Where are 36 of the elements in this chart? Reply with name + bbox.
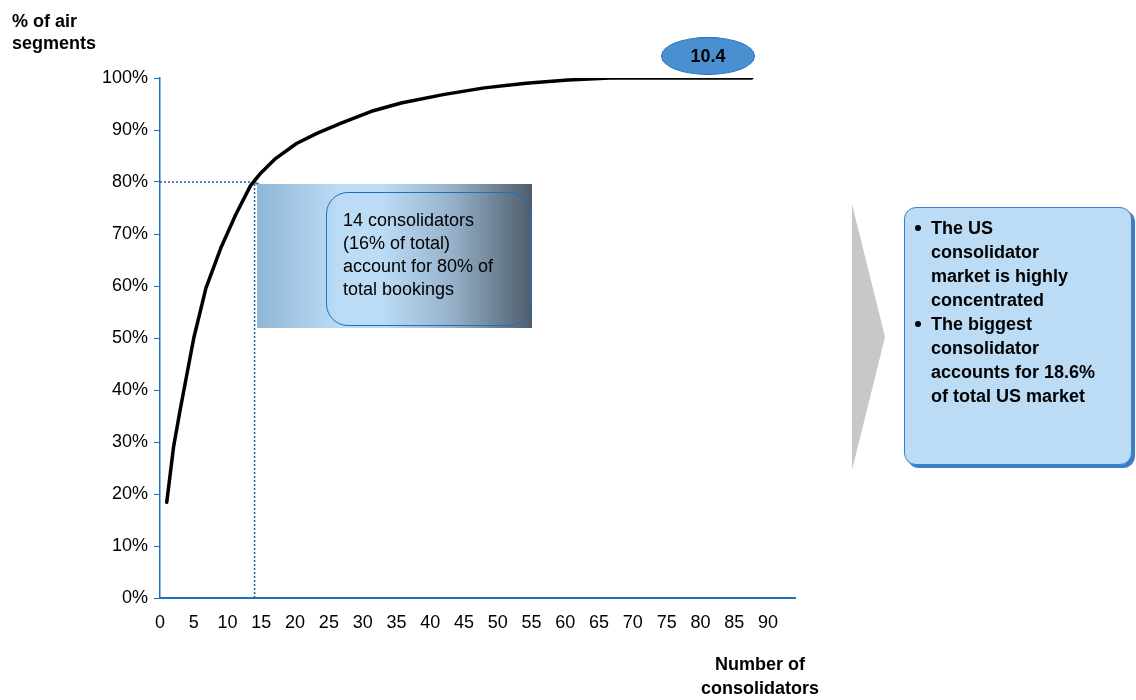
- x-tick-label: 40: [420, 611, 441, 632]
- x-axis-title: Number of consolidators: [700, 653, 820, 700]
- y-tick-label: 50%: [111, 326, 148, 347]
- y-tick-label: 70%: [111, 222, 148, 243]
- text: The US consolidator market is highly concentrated: [931, 217, 1070, 312]
- x-tick-label: 35: [386, 611, 407, 632]
- x-tick-label: 65: [589, 611, 610, 632]
- x-tick-label: 45: [453, 611, 474, 632]
- x-tick-label: 55: [521, 611, 542, 632]
- text: The biggest consolidator accounts for 18.6% of total US market: [931, 313, 1097, 408]
- y-tick-label: 80%: [111, 170, 148, 191]
- y-axis-title: % of air segments: [12, 10, 98, 54]
- x-tick-label: 10: [217, 611, 238, 632]
- y-tick-label: 60%: [111, 274, 148, 295]
- annotation: 14 consolidators (16% of total) account for 80% of total bookings: [343, 209, 495, 301]
- x-tick-label: 80: [690, 611, 711, 632]
- text: 10.4: [661, 37, 755, 75]
- y-tick-label: 40%: [111, 378, 148, 399]
- y-tick-label: 30%: [111, 430, 148, 451]
- x-tick-label: 20: [285, 611, 306, 632]
- x-tick-label: 90: [757, 611, 778, 632]
- y-tick-label: 90%: [111, 118, 148, 139]
- x-tick-label: 60: [555, 611, 576, 632]
- x-tick-label: 70: [622, 611, 643, 632]
- x-tick-label: 15: [251, 611, 272, 632]
- y-tick-label: 10%: [111, 534, 148, 555]
- x-tick-label: 75: [656, 611, 677, 632]
- x-tick-label: 0: [154, 611, 166, 632]
- y-tick-label: 100%: [101, 66, 148, 87]
- x-tick-label: 30: [352, 611, 373, 632]
- x-tick-label: 25: [318, 611, 339, 632]
- x-tick-label: 50: [487, 611, 508, 632]
- x-tick-label: 85: [724, 611, 745, 632]
- x-tick-label: 5: [188, 611, 199, 632]
- y-tick-label: 0%: [121, 586, 148, 607]
- y-tick-label: 20%: [111, 482, 148, 503]
